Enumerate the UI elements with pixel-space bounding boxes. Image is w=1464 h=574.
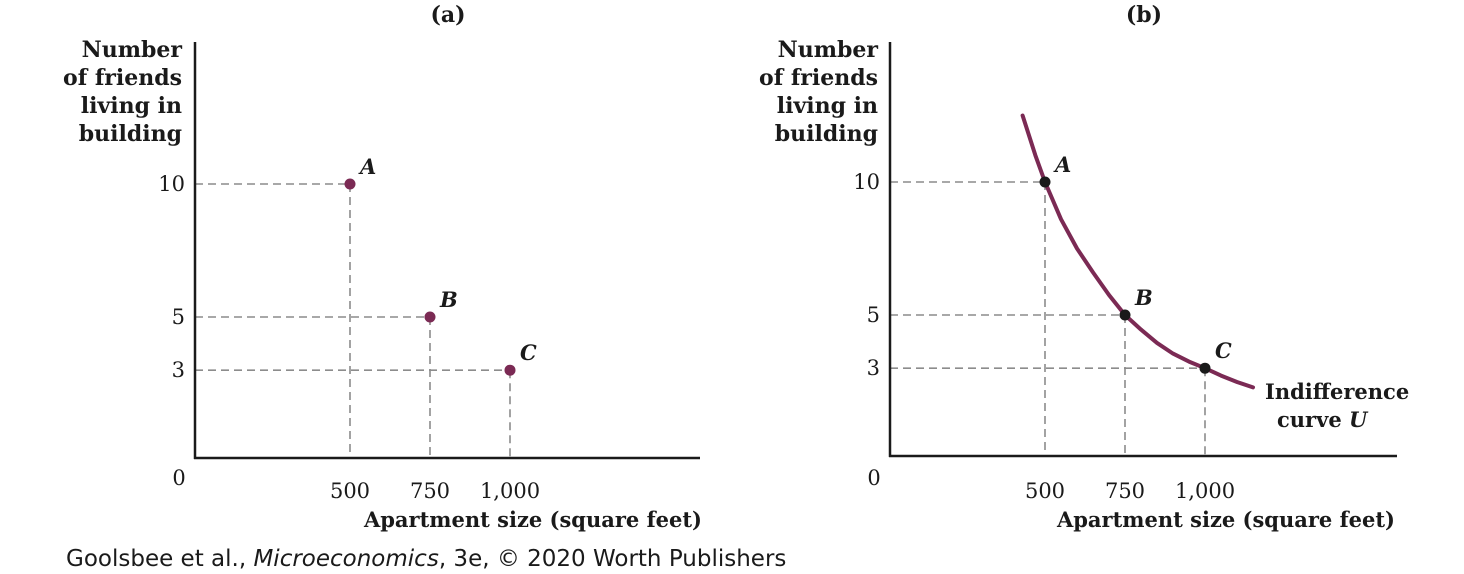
origin-label: 0 [172, 466, 185, 490]
curve-label-line1: Indifference [1265, 379, 1409, 404]
panel-a: (a) Number of friends living in building 10 5 3… [63, 2, 702, 532]
credit-suffix: , 3e, © 2020 Worth Publishers [439, 546, 787, 572]
point-label-A: A [358, 154, 376, 179]
x-tick-label: 750 [1105, 479, 1145, 503]
x-tick-label: 750 [410, 479, 450, 503]
y-axis-label-line: building [79, 121, 182, 147]
origin-label: 0 [867, 466, 880, 490]
panel-title: (a) [430, 2, 465, 28]
credit-line: Goolsbee et al., Microeconomics, 3e, © 2… [66, 546, 786, 572]
y-axis-label-line: Number [778, 37, 879, 63]
point-B [424, 311, 436, 323]
panel-title: (b) [1126, 2, 1162, 28]
y-tick-label: 3 [172, 358, 185, 382]
y-tick-label: 3 [867, 356, 880, 380]
indifference-curve [1020, 113, 1255, 390]
curve-label-line2: curve U [1277, 407, 1369, 432]
y-axis-label-line: Number [82, 37, 183, 63]
panel-b: (b) Number of friends living in building Indi… [759, 2, 1409, 532]
y-tick-label: 5 [867, 303, 880, 327]
x-tick-label: 1,000 [1175, 479, 1235, 503]
y-axis-label-line: living in [777, 93, 878, 119]
y-axis-label-line: living in [81, 93, 182, 119]
y-tick-label: 5 [172, 305, 185, 329]
y-axis-label-line: building [775, 121, 878, 147]
y-axis-label: Number of friends living in building [759, 37, 878, 147]
y-axis-label-line: of friends [63, 65, 182, 91]
credit-book: Microeconomics [253, 546, 438, 572]
point-C [1199, 362, 1211, 374]
x-tick-label: 500 [1025, 479, 1065, 503]
point-A [344, 178, 356, 190]
y-axis-label: Number of friends living in building [63, 37, 182, 147]
x-axis-label: Apartment size (square feet) [1056, 507, 1395, 532]
point-label-C: C [520, 340, 537, 365]
x-axis-label: Apartment size (square feet) [363, 507, 702, 532]
y-tick-label: 10 [158, 172, 185, 196]
y-axis-label-line: of friends [759, 65, 878, 91]
point-C [504, 364, 516, 376]
point-label-B: B [1134, 285, 1153, 310]
point-label-B: B [439, 287, 458, 312]
point-B [1119, 309, 1131, 321]
x-tick-label: 500 [330, 479, 370, 503]
y-tick-label: 10 [853, 170, 880, 194]
x-tick-label: 1,000 [480, 479, 540, 503]
credit-prefix: Goolsbee et al., [66, 546, 253, 572]
point-A [1039, 176, 1051, 188]
point-label-A: A [1053, 152, 1071, 177]
point-label-C: C [1215, 338, 1232, 363]
